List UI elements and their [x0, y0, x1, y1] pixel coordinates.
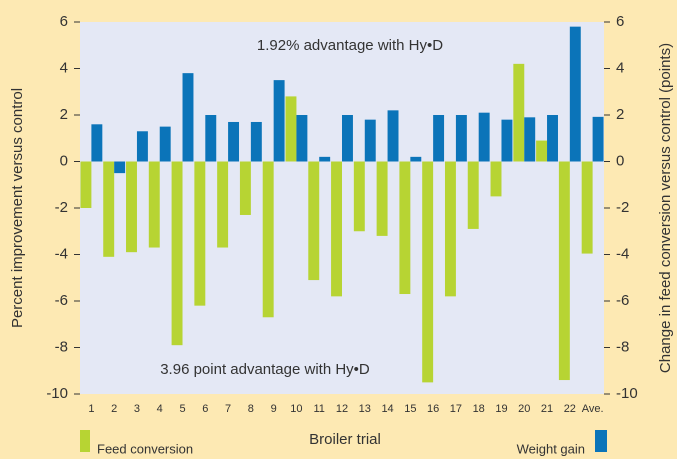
y2-tick-label: -10 [616, 385, 638, 402]
y2-tick-label: 0 [616, 152, 624, 169]
x-tick-label: 21 [541, 403, 553, 415]
y-tick-label: 6 [60, 13, 68, 30]
y-tick-label: 0 [60, 152, 68, 169]
bar [103, 161, 115, 257]
x-tick-label: 1 [88, 403, 94, 415]
y2-tick-label: -4 [616, 245, 629, 262]
bar [467, 161, 479, 229]
x-tick-label: 3 [134, 403, 140, 415]
bar [569, 26, 581, 162]
x-tick-label: 8 [248, 403, 254, 415]
x-tick-label: 4 [157, 403, 163, 415]
x-tick-label: 14 [381, 403, 393, 415]
x-tick-label: 9 [271, 403, 277, 415]
legend-swatch [80, 430, 90, 452]
bar [478, 112, 490, 162]
legend-label: Feed conversion [97, 441, 193, 456]
x-tick-label: Ave. [582, 403, 604, 415]
y-tick-label: -8 [55, 338, 68, 355]
y2-tick-label: 6 [616, 13, 624, 30]
x-tick-label: 7 [225, 403, 231, 415]
bar [353, 161, 365, 232]
bar [444, 161, 456, 297]
bar [148, 161, 160, 248]
bar [524, 117, 536, 162]
y2-tick-label: -6 [616, 292, 629, 309]
y2-tick-label: 4 [616, 59, 624, 76]
x-tick-label: 5 [179, 403, 185, 415]
x-tick-label: 6 [202, 403, 208, 415]
bar [308, 161, 320, 281]
bar [422, 161, 434, 383]
y2-tick-label: 2 [616, 106, 624, 123]
bar [114, 161, 126, 174]
x-tick-label: 16 [427, 403, 439, 415]
bar [410, 156, 422, 162]
y2-tick-label: -2 [616, 199, 629, 216]
x-tick-label: 13 [359, 403, 371, 415]
bar [490, 161, 502, 197]
bar [319, 156, 331, 162]
bar [194, 161, 206, 306]
y-tick-label: 2 [60, 106, 68, 123]
x-tick-label: 11 [314, 403, 325, 415]
x-axis-title: Broiler trial [309, 431, 381, 448]
x-tick-label: 2 [111, 403, 117, 415]
bar [159, 126, 171, 162]
x-tick-label: 10 [290, 403, 302, 415]
y-tick-label: 4 [60, 59, 68, 76]
bar [399, 161, 411, 295]
y-tick-label: -10 [46, 385, 68, 402]
bar [455, 115, 467, 162]
x-tick-label: 20 [518, 403, 530, 415]
bar [592, 116, 604, 162]
bar [217, 161, 229, 248]
bar [239, 161, 251, 215]
y-tick-label: -4 [55, 245, 68, 262]
legend-label: Weight gain [517, 441, 585, 456]
bar [513, 63, 525, 162]
bar [126, 161, 137, 253]
x-tick-label: 15 [404, 403, 416, 415]
bar [80, 161, 92, 208]
bar [262, 161, 274, 318]
bar [136, 131, 148, 162]
x-tick-label: 17 [450, 403, 462, 415]
bar [182, 73, 194, 162]
bar [547, 115, 558, 162]
bar [364, 119, 376, 162]
annotation: 3.96 point advantage with Hy•D [160, 361, 370, 378]
bar [433, 115, 445, 162]
bar [387, 110, 399, 162]
bar [273, 80, 285, 162]
bar [91, 124, 103, 162]
bar [581, 161, 593, 254]
bar [501, 119, 513, 162]
bar [205, 115, 217, 162]
x-tick-label: 12 [336, 403, 348, 415]
annotation: 1.92% advantage with Hy•D [257, 37, 443, 54]
y2-tick-label: -8 [616, 338, 629, 355]
x-tick-label: 22 [564, 403, 576, 415]
bar [536, 140, 548, 162]
x-tick-label: 19 [495, 403, 507, 415]
bar [376, 161, 388, 236]
bar [250, 121, 262, 162]
bar [342, 115, 353, 162]
bar [296, 115, 308, 162]
bar [558, 161, 570, 381]
x-tick-label: 18 [473, 403, 485, 415]
bar [331, 161, 342, 297]
y2-axis-title: Change in feed conversion versus control… [657, 43, 674, 373]
bar [285, 96, 297, 162]
bar [171, 161, 183, 346]
y-tick-label: -2 [55, 199, 68, 216]
y-tick-label: -6 [55, 292, 68, 309]
bar [228, 121, 240, 162]
legend-swatch [595, 430, 607, 452]
y-axis-title: Percent improvement versus control [9, 88, 26, 328]
